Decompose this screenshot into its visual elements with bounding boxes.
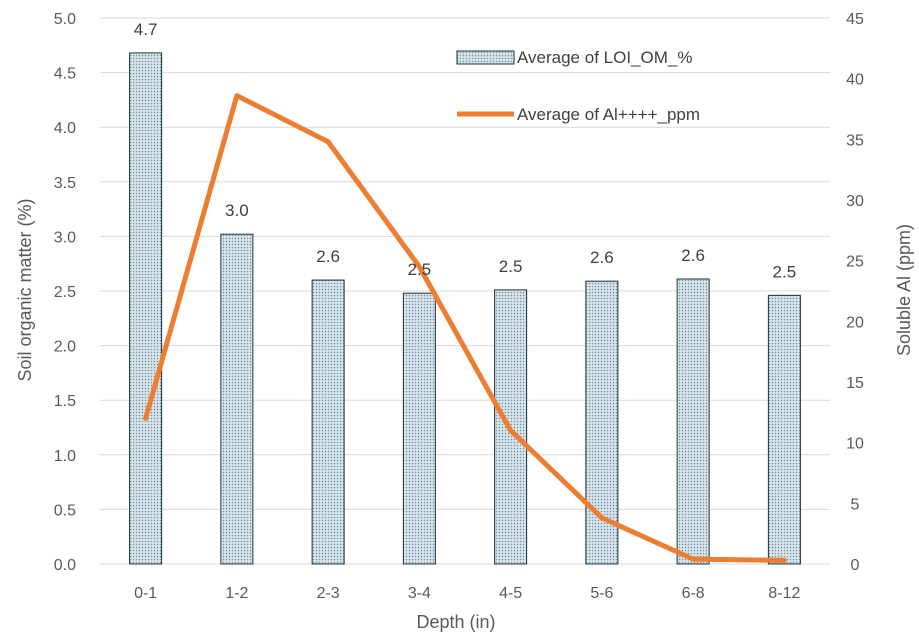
bar xyxy=(220,233,254,565)
x-tick-label: 6-8 xyxy=(682,585,705,602)
y2-axis-title: Soluble Al (ppm) xyxy=(894,224,914,356)
x-tick-label: 4-5 xyxy=(499,585,522,602)
y2-tick-label: 10 xyxy=(846,436,864,453)
y-tick-label: 3.5 xyxy=(54,175,76,192)
y-tick-label: 4.0 xyxy=(54,120,76,137)
bar-series xyxy=(129,52,801,565)
legend-item-line: Average of Al++++_ppm xyxy=(457,105,700,124)
legend-item-bars: Average of LOI_OM_% xyxy=(456,48,692,67)
y-tick-label: 2.5 xyxy=(54,284,76,301)
x-tick-label: 0-1 xyxy=(134,585,157,602)
y-tick-label: 0.5 xyxy=(54,502,76,519)
x-tick-label: 2-3 xyxy=(317,585,340,602)
bar-data-label: 2.5 xyxy=(499,257,523,276)
x-axis-ticks: 0-1 1-2 2-3 3-4 4-5 5-6 6-8 8-12 xyxy=(134,585,800,602)
y-tick-label: 2.0 xyxy=(54,339,76,356)
bar-data-label: 2.6 xyxy=(590,248,614,267)
line-series xyxy=(143,93,787,563)
y-axis-title: Soil organic matter (%) xyxy=(15,198,35,381)
y2-tick-label: 45 xyxy=(846,11,864,28)
bar xyxy=(767,294,801,565)
bar-data-label: 2.6 xyxy=(681,246,705,265)
x-tick-label: 3-4 xyxy=(408,585,431,602)
bar-data-labels: 4.7 3.0 2.6 2.5 2.5 2.6 2.6 2.5 xyxy=(134,20,796,281)
bar xyxy=(129,52,163,565)
gridlines xyxy=(100,17,830,565)
bar-data-label: 2.6 xyxy=(316,247,340,266)
bar-data-label: 2.5 xyxy=(773,262,797,281)
left-axis-ticks: 0.0 0.5 1.0 1.5 2.0 2.5 3.0 3.5 4.0 4.5 5.0 xyxy=(54,11,76,574)
y2-tick-label: 30 xyxy=(846,193,864,210)
y2-tick-label: 20 xyxy=(846,314,864,331)
x-tick-label: 5-6 xyxy=(590,585,613,602)
y-tick-label: 5.0 xyxy=(54,11,76,28)
y2-tick-label: 35 xyxy=(846,132,864,149)
y2-tick-label: 40 xyxy=(846,72,864,89)
bar-data-label: 3.0 xyxy=(225,201,249,220)
bar xyxy=(676,278,710,565)
right-axis-ticks: 0 5 10 15 20 25 30 35 40 45 xyxy=(846,11,864,574)
legend-swatch-bars xyxy=(456,50,515,65)
legend-label-line: Average of Al++++_ppm xyxy=(517,105,700,124)
bar xyxy=(402,292,436,565)
y-tick-label: 3.0 xyxy=(54,229,76,246)
y2-tick-label: 25 xyxy=(846,254,864,271)
x-tick-label: 1-2 xyxy=(225,585,248,602)
al-line xyxy=(143,93,787,563)
legend: Average of LOI_OM_% Average of Al++++_pp… xyxy=(456,48,700,124)
x-axis-title: Depth (in) xyxy=(416,612,495,632)
bar xyxy=(311,279,345,565)
y2-tick-label: 0 xyxy=(851,557,860,574)
legend-label-bars: Average of LOI_OM_% xyxy=(517,48,692,67)
y-tick-label: 1.5 xyxy=(54,393,76,410)
y-tick-label: 4.5 xyxy=(54,66,76,83)
y2-tick-label: 15 xyxy=(846,375,864,392)
bar-data-label: 2.5 xyxy=(408,260,432,279)
y-tick-label: 0.0 xyxy=(54,557,76,574)
y-tick-label: 1.0 xyxy=(54,448,76,465)
x-tick-label: 8-12 xyxy=(768,585,800,602)
y2-tick-label: 5 xyxy=(851,496,860,513)
bar-data-label: 4.7 xyxy=(134,20,158,39)
